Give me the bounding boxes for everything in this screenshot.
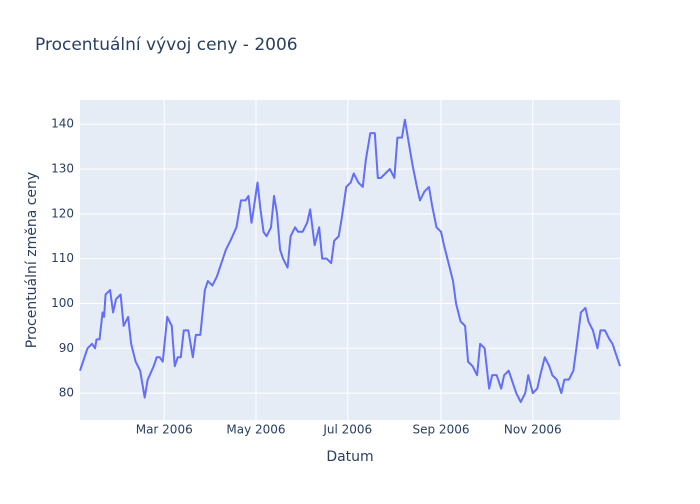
x-tick-label: Sep 2006 xyxy=(413,423,470,437)
x-axis-title: Datum xyxy=(326,449,373,465)
x-tick-label: Nov 2006 xyxy=(504,423,562,437)
x-tick-label: Jul 2006 xyxy=(322,423,372,437)
y-tick-label: 130 xyxy=(51,162,74,176)
y-tick-label: 80 xyxy=(59,386,74,400)
x-tick-label: Mar 2006 xyxy=(136,423,193,437)
chart-title: Procentuální vývoj ceny - 2006 xyxy=(35,35,298,55)
y-tick-label: 100 xyxy=(51,296,74,310)
y-tick-label: 90 xyxy=(59,341,74,355)
plot-area xyxy=(80,100,620,420)
y-axis-title: Procentuální změna ceny xyxy=(24,172,40,348)
x-tick-label: May 2006 xyxy=(226,423,285,437)
data-line xyxy=(79,118,621,404)
y-tick-label: 140 xyxy=(51,117,74,131)
y-tick-label: 120 xyxy=(51,206,74,220)
y-tick-label: 110 xyxy=(51,251,74,265)
